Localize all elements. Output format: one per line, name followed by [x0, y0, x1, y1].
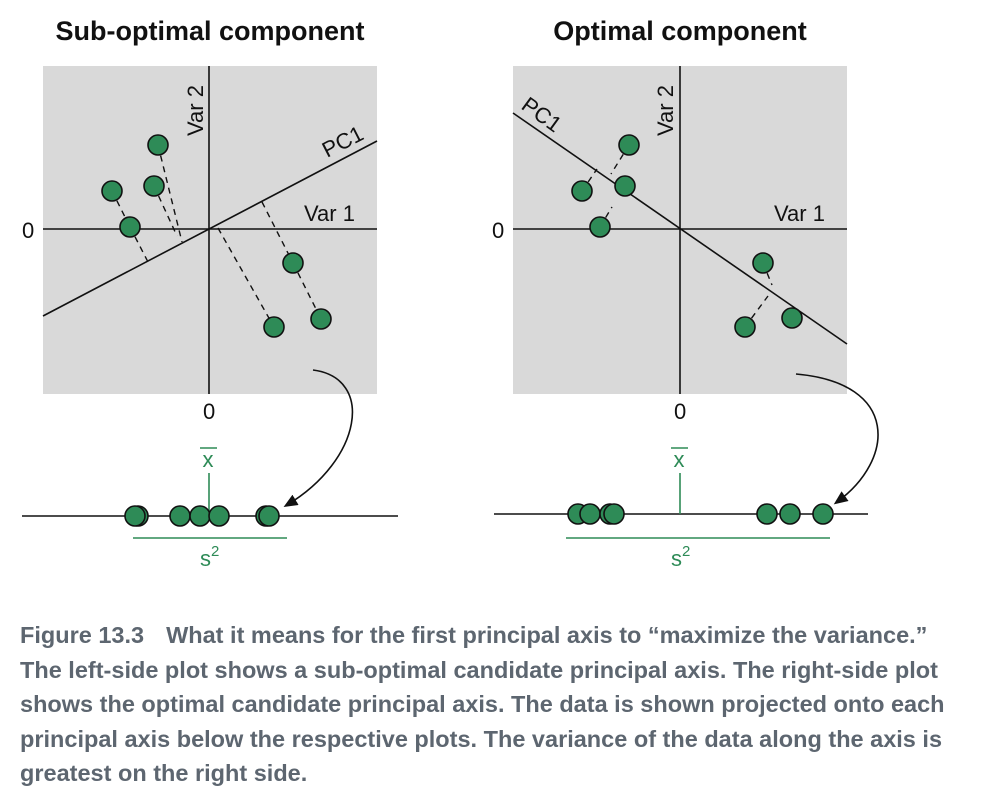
right-mean-label: x: [674, 447, 685, 472]
projected-point: [258, 505, 280, 527]
data-point: [781, 307, 803, 329]
data-point: [571, 180, 593, 202]
left-var1-label: Var 1: [304, 201, 355, 226]
projected-point: [579, 503, 601, 525]
projected-point: [189, 505, 211, 527]
projected-point: [169, 505, 191, 527]
left-arrow: [283, 369, 354, 508]
projected-point: [603, 503, 625, 525]
left-variance-label: s2: [200, 543, 219, 571]
left-plot-background: [43, 66, 377, 394]
projected-point: [812, 503, 834, 525]
right-panel-title: Optimal component: [553, 16, 807, 46]
data-point: [752, 252, 774, 274]
projected-point: [208, 505, 230, 527]
right-projected-points: [567, 503, 834, 525]
left-pc1-line: [42, 140, 378, 317]
projected-point: [124, 505, 146, 527]
right-data-points: [571, 134, 803, 338]
data-point: [143, 175, 165, 197]
left-var2-label: Var 2: [183, 85, 208, 136]
left-zero-y: 0: [22, 218, 34, 243]
data-point: [310, 308, 332, 330]
right-zero-y: 0: [492, 218, 504, 243]
data-point: [618, 134, 640, 156]
left-projected-points: [124, 505, 280, 527]
figure-label: Figure 13.3: [20, 622, 145, 648]
right-zero-x: 0: [674, 399, 686, 424]
right-variance-label: s2: [671, 543, 690, 571]
caption-text: What it means for the first principal ax…: [20, 622, 945, 786]
left-mean-label: x: [203, 447, 214, 472]
data-point: [263, 316, 285, 338]
figure-caption: Figure 13.3 What it means for the first p…: [20, 618, 970, 791]
right-var1-label: Var 1: [774, 201, 825, 226]
data-point: [734, 316, 756, 338]
right-arrow: [795, 373, 879, 505]
left-zero-x: 0: [203, 399, 215, 424]
data-point: [282, 252, 304, 274]
data-point: [119, 216, 141, 238]
data-point: [101, 180, 123, 202]
right-panel: Optimal component Var 1 Var 2 PC1 0 0: [492, 16, 879, 571]
data-point: [147, 134, 169, 156]
data-point: [589, 216, 611, 238]
left-data-points: [101, 134, 332, 338]
projected-point: [779, 503, 801, 525]
right-pc1-line: [512, 112, 848, 345]
projected-point: [756, 503, 778, 525]
left-panel-title: Sub-optimal component: [56, 16, 365, 46]
right-var2-label: Var 2: [653, 85, 678, 136]
left-panel: Sub-optimal component Var 1 Var 2 PC1 0 …: [22, 16, 398, 571]
data-point: [614, 175, 636, 197]
